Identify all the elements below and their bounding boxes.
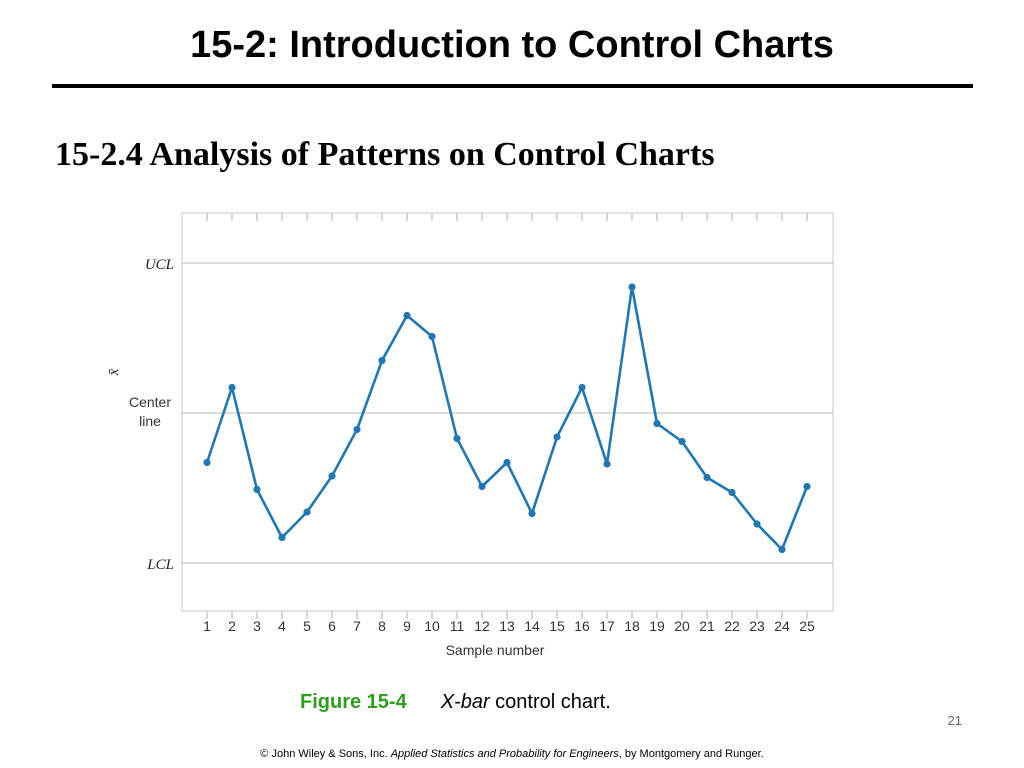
x-tick-label: 3	[253, 618, 261, 634]
y-axis-label: x̄	[106, 368, 122, 376]
x-tick-label: 8	[378, 618, 386, 634]
x-tick-label: 12	[474, 618, 490, 634]
x-axis-label: Sample number	[446, 642, 545, 658]
data-point	[328, 472, 336, 480]
figure-caption: Figure 15-4 X-bar control chart.	[300, 691, 611, 714]
x-tick-label: 21	[699, 618, 715, 634]
data-point	[278, 533, 286, 542]
x-tick-label: 20	[674, 618, 690, 634]
page-number: 21	[947, 713, 962, 728]
x-tick-label: 22	[724, 618, 740, 634]
footer-suffix: , by Montgomery and Runger.	[618, 748, 764, 760]
data-point	[803, 482, 811, 491]
x-tick-label: 18	[624, 618, 640, 634]
figure-caption-italic: X-bar	[440, 691, 490, 713]
x-tick-label: 19	[649, 618, 665, 634]
figure-caption-text: control chart.	[489, 691, 611, 713]
copyright-footer: © John Wiley & Sons, Inc. Applied Statis…	[0, 748, 1024, 760]
x-tick-label: 24	[774, 618, 790, 634]
data-point	[653, 419, 661, 428]
data-point	[453, 434, 461, 443]
slide-title: 15-2: Introduction to Control Charts	[190, 24, 834, 66]
x-tick-label: 10	[424, 618, 440, 634]
data-point	[503, 458, 511, 467]
x-tick-label: 25	[799, 618, 815, 634]
data-point	[578, 383, 586, 392]
data-point	[253, 485, 261, 494]
x-tick-label: 9	[403, 618, 411, 634]
x-tick-label: 2	[228, 618, 236, 634]
data-point	[403, 311, 411, 320]
center-line-label: Center	[129, 394, 171, 410]
data-point	[478, 482, 486, 491]
x-tick-label: 7	[353, 618, 361, 634]
data-point	[378, 356, 386, 365]
data-point	[303, 508, 311, 516]
data-point	[753, 520, 761, 528]
control-line-label: UCL	[145, 257, 174, 273]
footer-book-title: Applied Statistics and Probability for E…	[390, 748, 619, 760]
x-tick-label: 13	[499, 618, 515, 634]
x-tick-label: 6	[328, 618, 336, 634]
data-point	[528, 509, 536, 518]
title-divider	[52, 84, 973, 88]
data-point	[628, 283, 636, 291]
slide-subtitle: 15-2.4 Analysis of Patterns on Control C…	[55, 136, 715, 173]
x-tick-label: 5	[303, 618, 311, 634]
center-line-label: line	[139, 413, 161, 429]
x-tick-label: 1	[203, 618, 211, 634]
x-tick-label: 11	[450, 618, 465, 634]
x-tick-label: 16	[574, 618, 590, 634]
data-point	[553, 433, 561, 441]
data-point	[678, 437, 686, 446]
data-point	[603, 460, 611, 468]
data-point	[228, 383, 236, 392]
data-point	[353, 425, 361, 434]
data-point	[703, 473, 711, 482]
footer-prefix: © John Wiley & Sons, Inc.	[260, 748, 391, 760]
x-tick-label: 23	[749, 618, 765, 634]
figure-label: Figure 15-4	[300, 691, 407, 713]
x-tick-label: 15	[549, 618, 565, 634]
plot-frame	[181, 212, 834, 612]
data-point	[428, 332, 436, 341]
data-point	[203, 458, 211, 467]
x-tick-label: 14	[524, 618, 540, 634]
data-point	[778, 545, 786, 554]
data-point	[728, 488, 736, 497]
x-tick-label: 4	[278, 618, 286, 634]
x-tick-label: 17	[599, 618, 615, 634]
control-line-label: LCL	[146, 557, 174, 573]
